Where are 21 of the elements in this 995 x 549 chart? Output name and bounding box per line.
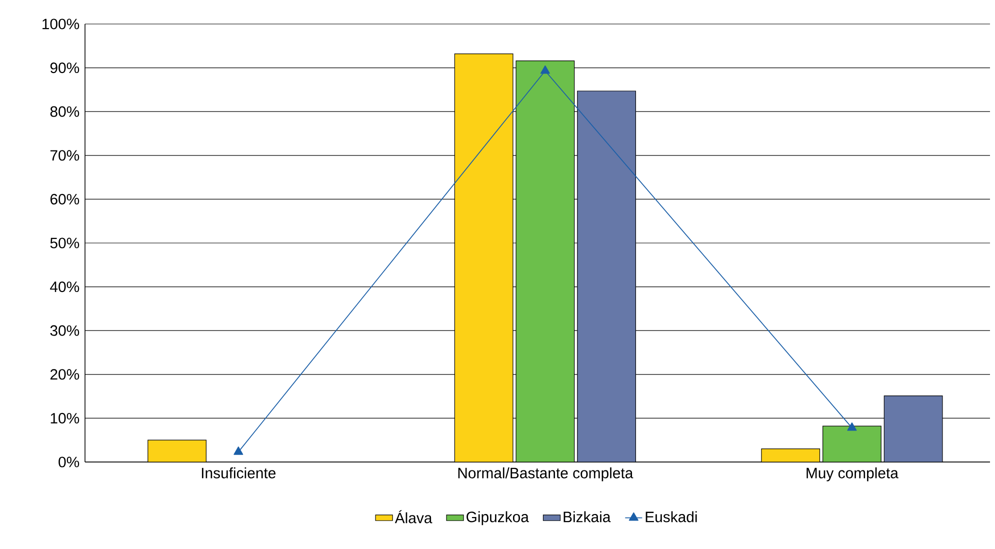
y-tick-label: 60%	[50, 194, 80, 204]
legend-label: Bizkaia	[564, 511, 611, 522]
y-tick-label: 80%	[50, 106, 80, 117]
y-tick-label: 70%	[50, 150, 80, 161]
legend-label: Euskadi	[646, 511, 697, 522]
y-tick-label: 20%	[50, 369, 80, 380]
y-tick-label: 10%	[50, 412, 80, 424]
x-tick-label: Insuficiente	[202, 467, 276, 478]
point	[234, 446, 244, 455]
y-tick-label: 50%	[50, 238, 80, 248]
legend-label: Gipuzkoa	[466, 511, 529, 526]
point	[540, 65, 550, 74]
y-tick-label: 0%	[58, 456, 80, 468]
x-tick-label: Normal/Bastante completa	[458, 467, 634, 482]
legend-label: Álava	[394, 510, 432, 524]
y-tick-label: 100%	[42, 18, 80, 30]
y-tick-label: 90%	[50, 62, 80, 74]
point	[847, 422, 857, 431]
y-tick-label: 40%	[50, 282, 80, 292]
y-tick-label: 30%	[50, 325, 80, 336]
x-tick-label: Muy completa	[806, 467, 898, 482]
